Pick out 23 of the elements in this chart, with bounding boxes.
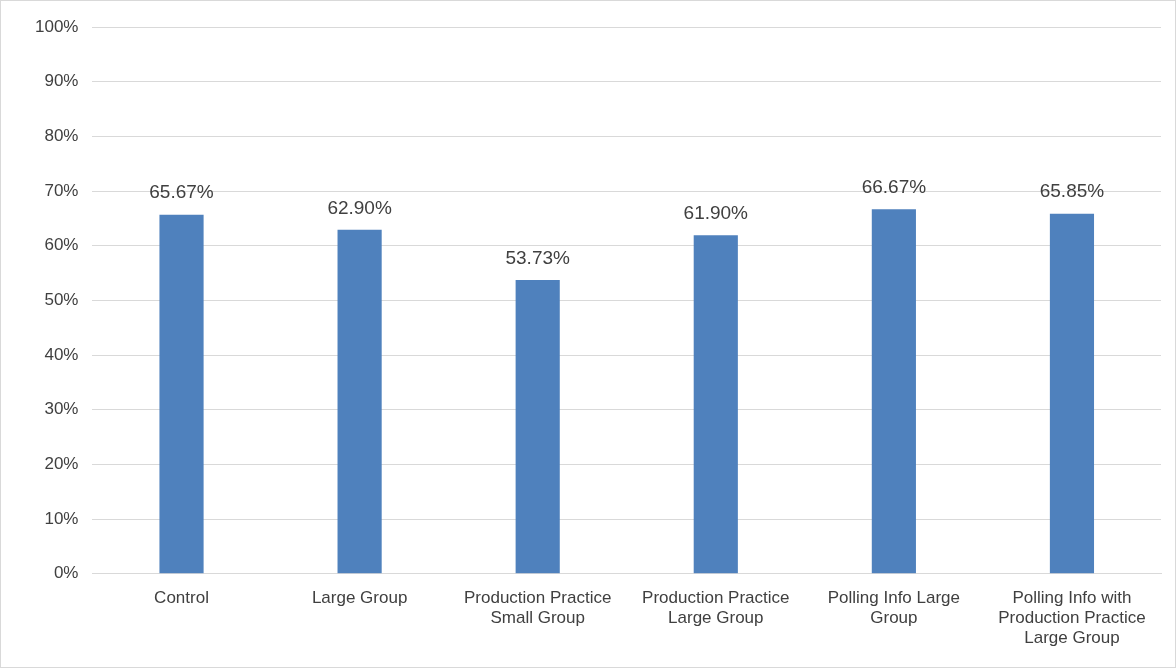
data-label: 65.67% <box>149 181 214 203</box>
data-label: 62.90% <box>327 196 392 218</box>
y-tick-label: 20% <box>44 454 79 474</box>
x-tick-label: Large Group <box>311 587 408 607</box>
y-tick-label: 90% <box>44 71 79 91</box>
data-label: 66.67% <box>861 175 927 197</box>
data-label: 53.73% <box>505 246 571 268</box>
x-tick-label: Polling Info with Production Practice Large Group <box>998 587 1146 648</box>
x-tick-label: Control <box>154 587 209 607</box>
y-tick-label: 0% <box>53 563 79 583</box>
data-label: 61.90% <box>683 202 749 224</box>
y-tick-label: 50% <box>44 290 79 310</box>
data-label: 65.85% <box>1039 180 1105 202</box>
y-tick-label: 40% <box>44 344 79 364</box>
x-tick-label: Production Practice Small Group <box>463 587 612 628</box>
y-tick-label: 70% <box>44 180 79 200</box>
x-tick-label: Production Practice Large Group <box>642 587 790 628</box>
y-tick-label: 10% <box>44 508 79 528</box>
y-tick-label: 30% <box>44 399 79 419</box>
y-tick-label: 100% <box>35 16 79 36</box>
y-tick-label: 60% <box>44 235 79 255</box>
x-tick-label: Polling Info Large Group <box>827 587 961 628</box>
y-tick-label: 80% <box>44 126 79 146</box>
